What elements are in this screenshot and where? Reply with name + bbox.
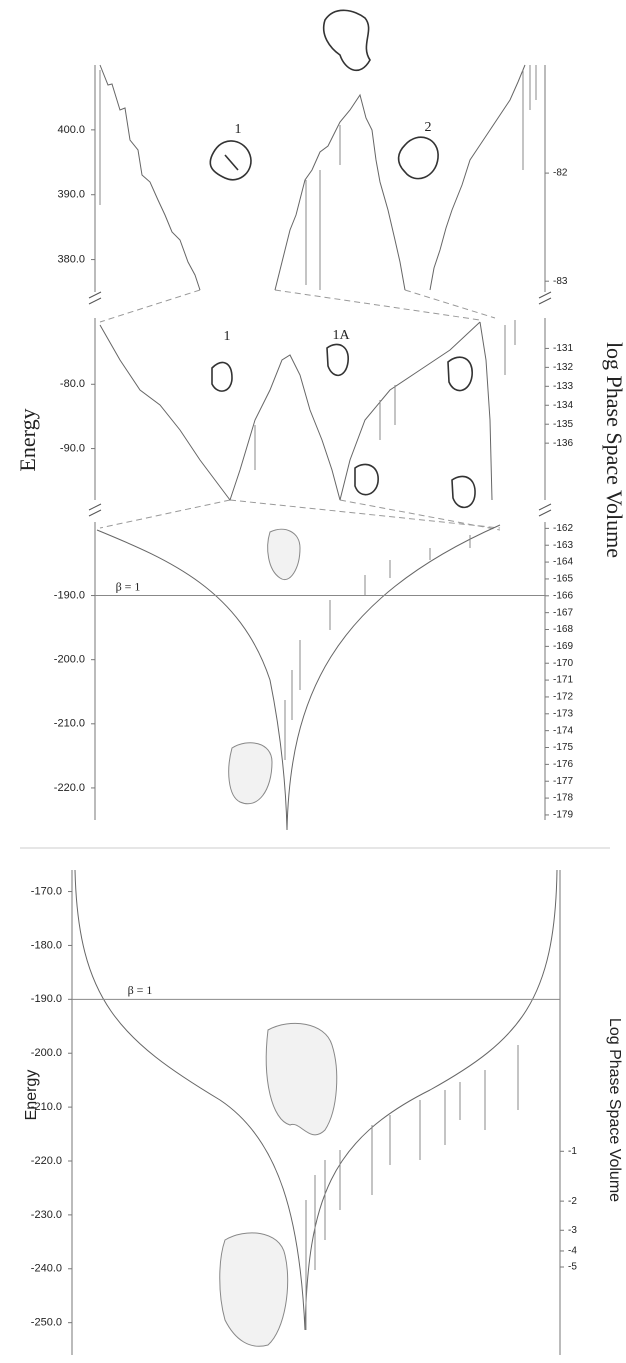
y2-tick-label: -175 (553, 742, 573, 753)
y2-tick-label: -136 (553, 438, 573, 449)
y-tick-label: -190.0 (54, 589, 85, 601)
y2-tick-label: -3 (568, 1225, 577, 1236)
y-tick-label: -250.0 (31, 1317, 62, 1329)
threshold-label: β = 1 (128, 983, 153, 997)
y-tick-label: 380.0 (57, 253, 85, 265)
structure-icons (210, 10, 475, 803)
y-tick-label: -230.0 (31, 1209, 62, 1221)
y2-axis-label: log Phase Space Volume (602, 342, 626, 558)
y2-tick-label: -135 (553, 419, 573, 430)
y2-tick-label: -134 (553, 400, 573, 411)
y2-tick-label: -132 (553, 362, 573, 373)
y2-tick-label: -133 (553, 381, 573, 392)
y2-tick-label: -168 (553, 624, 573, 635)
basin-label: 2 (425, 120, 432, 135)
figure: 400.0 390.0 380.0 -82 -83 Energy log Phase Spa… (0, 0, 626, 1363)
basin-label: 1 (235, 122, 242, 137)
y2-tick-label: -172 (553, 692, 573, 703)
y2-tick-label: -169 (553, 641, 573, 652)
y2-axis-label: Log Phase Space Volume (606, 1018, 623, 1202)
y-tick-label: -190.0 (31, 993, 62, 1005)
y2-tick-label: -178 (553, 793, 573, 804)
y2-tick-label: -164 (553, 557, 573, 568)
landscape-curves (97, 65, 536, 830)
y2-tick-label: -2 (568, 1196, 577, 1207)
y2-tick-label: -174 (553, 725, 573, 736)
y-tick-label: -90.0 (60, 442, 85, 454)
y-tick-label: -180.0 (31, 939, 62, 951)
basin-label: 1 (224, 329, 231, 344)
y-tick-label: -200.0 (54, 654, 85, 666)
y-tick-label: -220.0 (54, 782, 85, 794)
y2-tick-label: -131 (553, 343, 573, 354)
y-tick-label: 390.0 (57, 189, 85, 201)
y-tick-label: -170.0 (31, 885, 62, 897)
y-tick-label: -80.0 (60, 378, 85, 390)
basin-label: 1A (332, 328, 350, 343)
y2-tick-label: -176 (553, 759, 573, 770)
y-tick-label: -210.0 (54, 718, 85, 730)
y2-tick-label: -170 (553, 658, 573, 669)
y-axis-label: Energy (15, 408, 40, 471)
y-tick-label: 400.0 (57, 124, 85, 136)
threshold-label: β = 1 (116, 579, 141, 593)
connectors (100, 290, 500, 530)
y2-tick-label: -171 (553, 675, 573, 686)
y2-tick-label: -82 (553, 168, 568, 179)
y2-tick-label: -166 (553, 590, 573, 601)
y2-tick-label: -179 (553, 810, 573, 821)
y-axis-label: Energy (23, 1070, 40, 1121)
y2-tick-label: -167 (553, 607, 573, 618)
y2-tick-label: -5 (568, 1262, 577, 1273)
y-tick-label: -220.0 (31, 1155, 62, 1167)
y2-tick-label: -4 (568, 1246, 577, 1257)
y2-tick-label: -177 (553, 776, 573, 787)
y2-tick-label: -162 (553, 523, 573, 534)
y2-tick-label: -173 (553, 708, 573, 719)
y-tick-label: -240.0 (31, 1263, 62, 1275)
y2-tick-label: -1 (568, 1146, 577, 1157)
y-tick-label: -200.0 (31, 1047, 62, 1059)
y2-tick-label: -83 (553, 276, 568, 287)
y2-tick-label: -165 (553, 574, 573, 585)
bottom-structure-icons (220, 1023, 337, 1346)
y2-tick-label: -163 (553, 540, 573, 551)
